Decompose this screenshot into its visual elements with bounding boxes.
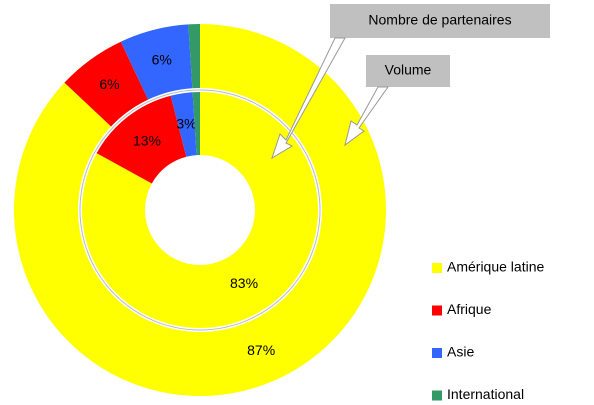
donut-segment	[96, 95, 187, 184]
data-label: 6%	[99, 76, 119, 92]
callout-arrow	[344, 86, 389, 147]
donut-segment	[64, 41, 149, 127]
ring-separator	[79, 89, 321, 331]
donut-segment	[170, 92, 197, 157]
callout-label: Volume	[385, 62, 432, 78]
data-label: 87%	[247, 342, 275, 358]
callouts: Nombre de partenaires Volume	[271, 4, 550, 160]
legend-swatch	[432, 305, 442, 316]
data-label: 3%	[176, 115, 196, 131]
donut: 83% 13% 3% 87% 6% 6%	[13, 24, 386, 396]
legend: Amérique latine Afrique Asie International	[432, 259, 544, 402]
legend-label: Amérique latine	[447, 259, 544, 275]
data-label: 13%	[133, 132, 161, 148]
donut-segment	[188, 24, 200, 89]
donut-segment	[13, 24, 386, 396]
legend-swatch	[432, 390, 442, 401]
donut-segment	[81, 92, 318, 328]
legend-label: International	[447, 386, 524, 402]
donut-segment	[192, 92, 200, 156]
callout-label: Nombre de partenaires	[368, 12, 511, 28]
legend-swatch	[432, 263, 442, 273]
callout-arrow	[271, 37, 346, 160]
data-label: 6%	[152, 52, 172, 68]
callout-box	[330, 4, 550, 38]
callout-box	[366, 55, 450, 87]
data-label: 83%	[230, 275, 258, 291]
legend-label: Asie	[447, 344, 474, 360]
legend-label: Afrique	[447, 301, 492, 317]
legend-swatch	[432, 348, 442, 358]
donut-segment	[120, 24, 193, 100]
